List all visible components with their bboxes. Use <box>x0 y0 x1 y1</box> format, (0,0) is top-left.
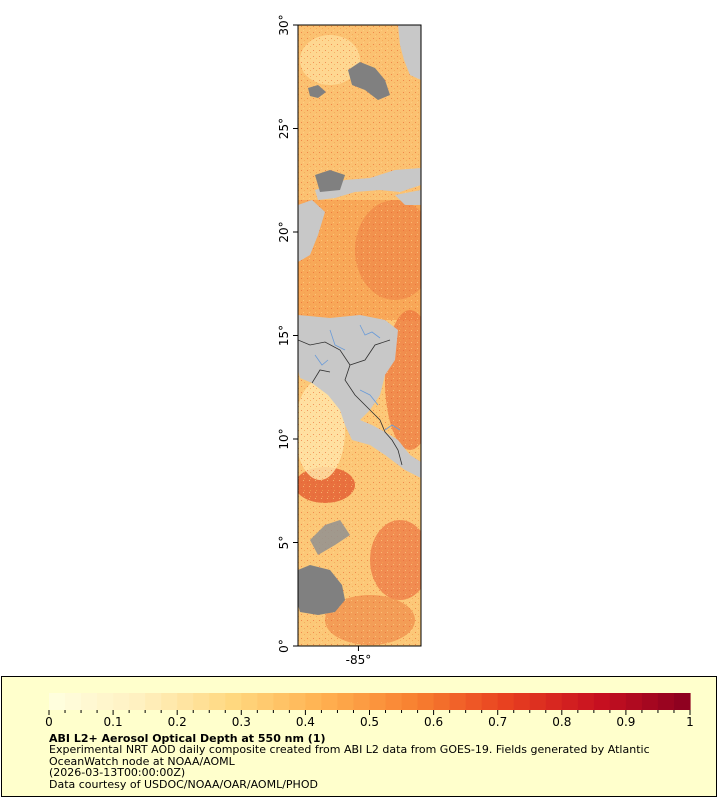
land-hispaniola <box>395 190 421 205</box>
nodata-patch-gulf-coast <box>348 62 390 100</box>
colorbar-tick-label: 0.7 <box>488 715 507 729</box>
colorbar-swatch <box>273 693 290 710</box>
legend-panel: 0 0.1 0.2 0.3 0.4 0.5 0.6 0.7 0.8 0.9 1 ABI L2+ Ae… <box>1 676 717 797</box>
land-cuba <box>315 168 421 200</box>
legend-title: ABI L2+ Aerosol Optical Depth at 550 nm … <box>49 732 326 745</box>
colorbar-tick-label: 0.2 <box>168 715 187 729</box>
colorbar-swatch <box>177 693 194 710</box>
colorbar-swatch <box>129 693 146 710</box>
colorbar-swatch <box>417 693 435 710</box>
colorbar-swatch <box>353 693 371 710</box>
colorbar-swatch <box>193 693 210 710</box>
colorbar-tick-label: 0.6 <box>424 715 443 729</box>
colorbar-swatch <box>209 693 226 710</box>
colorbar-tick-label: 0.1 <box>104 715 123 729</box>
colorbar-swatch <box>321 693 339 710</box>
colorbar-tick-label: 0.3 <box>232 715 251 729</box>
colorbar-swatch <box>97 693 114 710</box>
colorbar-swatch <box>497 693 515 710</box>
colorbar-swatch <box>673 693 691 710</box>
country-borders <box>298 339 403 466</box>
colorbar-swatch <box>161 693 178 710</box>
colorbar-swatch <box>577 693 595 710</box>
legend-credit: Data courtesy of USDOC/NOAA/OAR/AOML/PHO… <box>49 777 318 791</box>
colorbar-swatch <box>625 693 643 710</box>
lat-tick-label: 30° <box>277 14 291 35</box>
nodata-patch-small-1 <box>308 85 326 98</box>
colorbar-swatch <box>449 693 467 710</box>
colorbar-swatch <box>513 693 531 710</box>
colorbar-swatch <box>545 693 563 710</box>
nodata-patch-coast <box>310 520 350 555</box>
lat-tick-label: 20° <box>277 221 291 242</box>
map-panel: 30° 25° 20° 15° 10° 5° 0° -85° <box>0 0 720 670</box>
colorbar-swatch <box>465 693 483 710</box>
colorbar-swatch <box>641 693 659 710</box>
colorbar-swatch <box>49 693 66 710</box>
colorbar-tick-label: 0.8 <box>552 715 571 729</box>
colorbar-tick-label: 0 <box>45 715 53 729</box>
colorbar-swatch <box>481 693 499 710</box>
colorbar-swatch <box>561 693 579 710</box>
colorbar-tick-label: 1 <box>686 715 694 729</box>
legend-description-line-1: Experimental NRT AOD daily composite cre… <box>49 743 650 756</box>
colorbar-swatch <box>337 693 355 710</box>
rivers <box>314 324 401 431</box>
lat-tick-label: 10° <box>277 428 291 449</box>
lat-tick-label: 5° <box>277 536 291 550</box>
nodata-patch-south <box>298 565 345 615</box>
latitude-axis: 30° 25° 20° 15° 10° 5° 0° <box>277 14 298 653</box>
land-florida-us <box>398 25 421 80</box>
colorbar: 0 0.1 0.2 0.3 0.4 0.5 0.6 0.7 0.8 0.9 1 <box>45 693 694 729</box>
aod-map[interactable]: 30° 25° 20° 15° 10° 5° 0° -85° <box>0 0 720 670</box>
colorbar-swatch <box>145 693 162 710</box>
colorbar-swatch <box>113 693 130 710</box>
colorbar-swatch <box>305 693 323 710</box>
lat-tick-label: 0° <box>277 639 291 653</box>
colorbar-swatch <box>369 693 387 710</box>
colorbar-swatch <box>241 693 258 710</box>
land-yucatan <box>298 200 325 262</box>
colorbar-tick-label: 0.5 <box>360 715 379 729</box>
colorbar-swatch <box>593 693 611 710</box>
colorbar-swatch <box>609 693 627 710</box>
nodata-patch-bahamas <box>315 170 345 192</box>
colorbar-swatch <box>433 693 451 710</box>
colorbar-swatch <box>65 693 82 710</box>
colorbar-swatch <box>401 693 419 710</box>
legend-date: (2026-03-13T00:00:00Z) <box>49 766 186 779</box>
lat-tick-label: 15° <box>277 325 291 346</box>
colorbar-swatch <box>81 693 98 710</box>
lon-tick-label: -85° <box>346 653 372 667</box>
colorbar-ticks: 0 0.1 0.2 0.3 0.4 0.5 0.6 0.7 0.8 0.9 1 <box>45 710 694 729</box>
colorbar-swatch <box>657 693 675 710</box>
colorbar-swatch <box>529 693 547 710</box>
colorbar-swatch <box>289 693 306 710</box>
colorbar-tick-label: 0.9 <box>616 715 635 729</box>
colorbar-swatch <box>257 693 274 710</box>
legend-description-line-2: OceanWatch node at NOAA/AOML <box>49 754 235 768</box>
colorbar-swatches <box>49 693 691 710</box>
colorbar-tick-label: 0.4 <box>296 715 315 729</box>
lat-tick-label: 25° <box>277 118 291 139</box>
map-content <box>298 25 421 646</box>
longitude-axis: -85° <box>346 646 372 667</box>
land-central-america <box>298 315 421 478</box>
colorbar-swatch <box>225 693 242 710</box>
colorbar-swatch <box>385 693 403 710</box>
